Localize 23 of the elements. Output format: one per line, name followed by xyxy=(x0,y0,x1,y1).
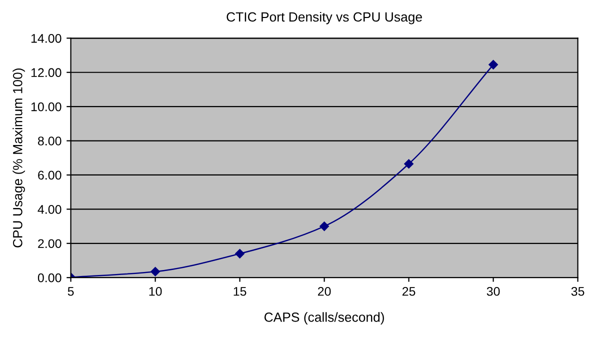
x-tick-label: 5 xyxy=(68,287,74,296)
y-axis-title: CPU Usage (% Maximum 100) xyxy=(12,68,25,248)
y-tick-label: 4.00 xyxy=(38,204,62,214)
x-tick-label: 10 xyxy=(149,286,162,296)
x-tick-label: 30 xyxy=(486,286,500,296)
y-tick-label: 12.00 xyxy=(31,68,62,78)
x-tick-label: 35 xyxy=(571,286,584,296)
y-tick-label: 0.00 xyxy=(38,273,62,282)
y-tick-label: 2.00 xyxy=(38,239,62,248)
x-tick-label: 25 xyxy=(402,286,416,296)
point xyxy=(404,159,414,168)
point xyxy=(235,249,244,258)
point xyxy=(320,222,329,231)
y-tick-label: 10.00 xyxy=(31,102,62,112)
chart-title: CTIC Port Density vs CPU Usage xyxy=(226,12,422,24)
x-axis-title: CAPS (calls/second) xyxy=(264,312,384,324)
point xyxy=(150,266,160,276)
y-tick-label: 14.00 xyxy=(31,34,62,43)
y-tick-label: 8.00 xyxy=(38,136,62,146)
x-tick-label: 20 xyxy=(318,286,331,296)
point xyxy=(488,60,498,70)
x-tick-label: 15 xyxy=(234,287,246,296)
y-tick-label: 6.00 xyxy=(38,170,62,180)
